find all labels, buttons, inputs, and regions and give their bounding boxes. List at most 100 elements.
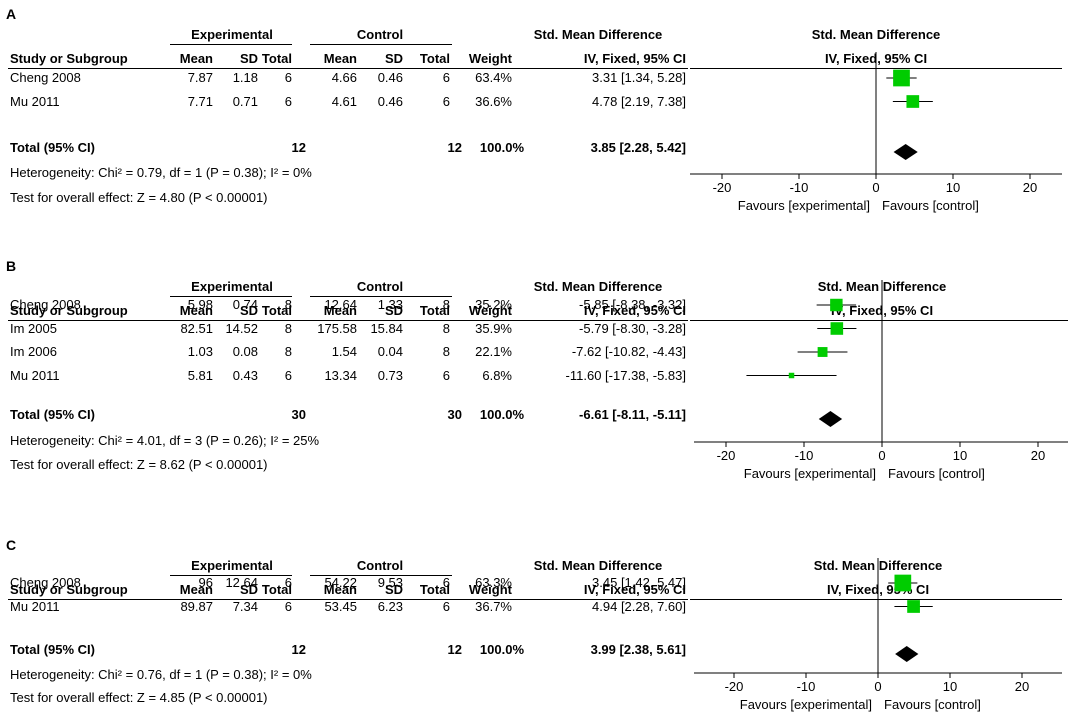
x-tick-label: -10 [790,180,809,195]
favours-control-label: Favours [control] [882,198,979,213]
control-sd: 1.33 [377,297,403,312]
method-column-header: IV, Fixed, 95% CI [583,582,686,597]
total-column-header: Total [419,303,450,318]
x-tick-label: 20 [1015,679,1029,694]
control-grand-total: 30 [447,407,462,422]
control-header: Control [356,27,404,42]
experimental-sd: 7.34 [232,598,258,614]
experimental-total: 6 [284,93,292,109]
plot-header-underline [690,599,1062,600]
study-column-header: Study or Subgroup [10,51,128,66]
study-ci: -11.60 [-17.38, -5.83] [565,367,686,383]
experimental-sd: 0.74 [232,297,258,312]
x-tick-label: 0 [878,448,885,463]
x-tick-label: 10 [943,679,957,694]
control-grand-total: 12 [447,140,462,155]
experimental-total: 6 [284,598,292,614]
total-label: Total (95% CI) [10,407,95,422]
sd-column-header: SD [384,582,403,597]
study-name: Cheng 2008 [10,70,81,85]
plot-header-underline [690,320,1068,321]
study-ci: -5.79 [-8.30, -3.28] [579,320,686,336]
total-weight: 100.0% [479,140,524,155]
total-label: Total (95% CI) [10,642,95,657]
experimental-mean: 96 [198,575,213,590]
x-tick-label: 20 [1031,448,1045,463]
favours-experimental-label: Favours [experimental] [740,697,872,712]
total-column-header: Total [419,582,450,597]
experimental-total: 6 [284,367,292,383]
total-column-header: Total [261,582,292,597]
x-tick-label: 0 [872,180,879,195]
sd-column-header: SD [239,303,258,318]
control-total: 6 [442,598,450,614]
experimental-underline [170,44,292,45]
experimental-grand-total: 12 [291,642,306,657]
heterogeneity-text: Heterogeneity: Chi² = 4.01, df = 3 (P = … [10,433,320,448]
control-mean: 53.45 [324,598,357,614]
control-total: 6 [442,70,450,85]
experimental-grand-total: 30 [291,407,306,422]
study-weight: 35.2% [475,297,512,312]
control-sd: 0.04 [377,344,403,359]
study-effect-square [907,600,920,613]
experimental-sd: 14.52 [225,320,258,336]
mean-column-header: Mean [179,582,213,597]
overall-effect-text: Test for overall effect: Z = 4.85 (P < 0… [10,690,268,705]
panel-label: A [6,6,17,22]
experimental-header: Experimental [191,279,273,294]
study-ci: 3.45 [1.42, 5.47] [592,575,686,590]
pooled-effect-diamond [818,411,843,427]
experimental-mean: 89.87 [180,598,213,614]
heterogeneity-text: Heterogeneity: Chi² = 0.76, df = 1 (P = … [10,667,312,682]
study-ci: 4.78 [2.19, 7.38] [592,93,686,109]
experimental-total: 6 [284,575,292,590]
control-sd: 6.23 [377,598,403,614]
smd-header: Std. Mean Difference [533,279,663,294]
study-effect-square [817,347,828,357]
experimental-total: 8 [284,297,292,312]
study-column-header: Study or Subgroup [10,582,128,597]
method-column-header: IV, Fixed, 95% CI [583,51,686,66]
smd-header: Std. Mean Difference [533,27,663,42]
study-ci: -7.62 [-10.82, -4.43] [571,344,686,359]
experimental-header: Experimental [191,558,273,573]
study-weight: 36.7% [475,598,512,614]
weight-column-header: Weight [468,582,512,597]
sd-column-header: SD [239,582,258,597]
study-name: Im 2006 [10,344,57,359]
x-tick-label: -20 [725,679,744,694]
experimental-total: 6 [284,70,292,85]
x-tick-label: 10 [953,448,967,463]
experimental-sd: 0.71 [232,93,258,109]
experimental-sd: 0.08 [232,344,258,359]
smd-header: Std. Mean Difference [533,558,663,573]
x-tick-label: 10 [946,180,960,195]
experimental-total: 8 [284,344,292,359]
sd-column-header: SD [384,51,403,66]
study-name: Mu 2011 [10,93,60,109]
favours-experimental-label: Favours [experimental] [744,466,876,481]
experimental-underline [170,296,292,297]
study-name: Mu 2011 [10,598,60,614]
experimental-sd: 1.18 [232,70,258,85]
experimental-mean: 1.03 [187,344,213,359]
control-mean: 4.61 [331,93,357,109]
x-tick-label: -10 [797,679,816,694]
control-total: 8 [442,297,450,312]
total-column-header: Total [261,303,292,318]
study-name: Mu 2011 [10,367,60,383]
header-underline [8,599,688,600]
study-effect-square [830,322,844,335]
control-underline [310,44,452,45]
total-weight: 100.0% [479,407,524,422]
study-name: Im 2005 [10,320,57,336]
header-underline [8,68,688,69]
total-weight: 100.0% [479,642,524,657]
study-effect-square [894,574,912,592]
study-ci: -5.85 [-8.38, -3.32] [579,297,686,312]
control-total: 6 [442,575,450,590]
